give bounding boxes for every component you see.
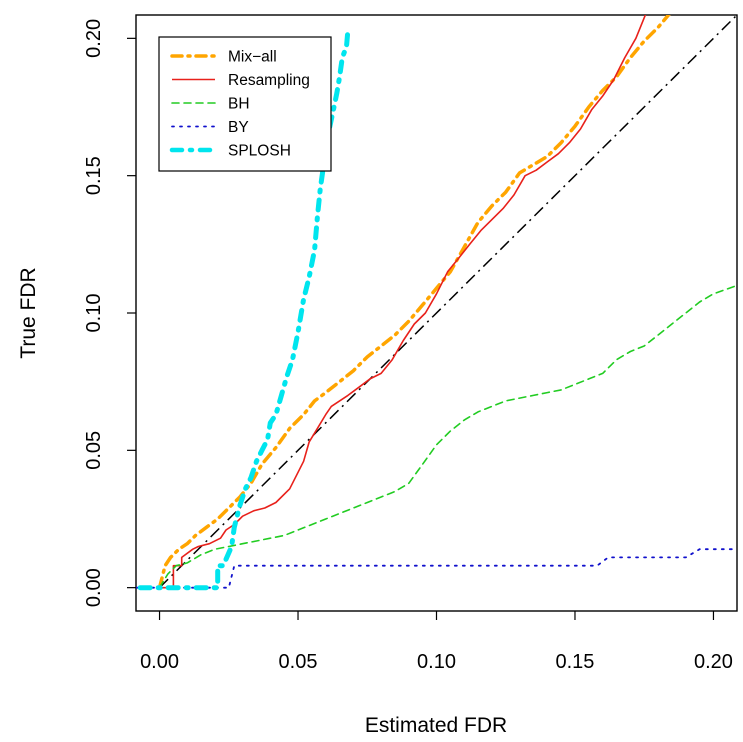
legend: Mix−all Resampling BH BY SPLOSH xyxy=(158,36,332,172)
series-line-resampling xyxy=(159,15,647,589)
y-tick-label: 0.20 xyxy=(83,19,105,58)
x-tick-label: 0.20 xyxy=(694,651,733,673)
reference-diagonal-line xyxy=(159,15,737,589)
x-tick-label: 0.05 xyxy=(279,651,318,673)
x-axis: 0.00 0.05 0.10 0.15 0.20 xyxy=(140,611,733,673)
series-line-mix-all xyxy=(157,15,671,590)
x-tick-label: 0.10 xyxy=(417,651,456,673)
series-line-splosh xyxy=(137,27,351,591)
legend-label: SPLOSH xyxy=(228,143,291,160)
series-line-bh xyxy=(158,284,737,589)
legend-label: BY xyxy=(228,119,249,136)
legend-box xyxy=(158,36,332,172)
legend-label: Mix−all xyxy=(228,49,277,66)
y-tick-label: 0.15 xyxy=(83,156,105,195)
x-tick-label: 0.15 xyxy=(556,651,595,673)
y-tick-label: 0.00 xyxy=(83,568,105,607)
y-axis: 0.00 0.05 0.10 0.15 0.20 xyxy=(83,19,136,607)
legend-label: Resampling xyxy=(228,72,310,89)
y-axis-title: True FDR xyxy=(17,267,40,358)
plot-area xyxy=(136,15,737,591)
x-axis-title: Estimated FDR xyxy=(365,714,507,737)
y-tick-label: 0.10 xyxy=(83,294,105,333)
y-tick-label: 0.05 xyxy=(83,431,105,470)
legend-label: BH xyxy=(228,96,250,113)
x-tick-label: 0.00 xyxy=(140,651,179,673)
